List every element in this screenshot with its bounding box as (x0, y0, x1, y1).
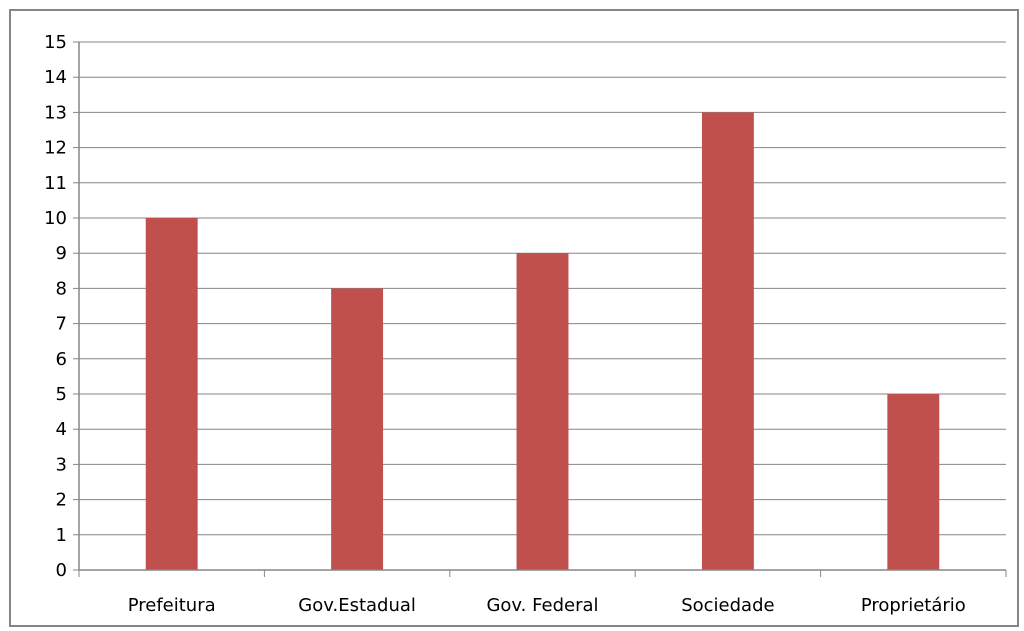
y-tick-label: 13 (44, 102, 67, 123)
y-tick-label: 3 (56, 454, 67, 475)
y-tick-label: 6 (56, 349, 67, 370)
y-tick-label: 11 (44, 173, 67, 194)
bar-gov-estadual (331, 288, 384, 570)
x-tick-label: Gov.Estadual (298, 595, 416, 616)
bar-prefeitura (145, 218, 198, 570)
y-tick-label: 7 (56, 314, 67, 335)
y-tick-label: 10 (44, 208, 67, 229)
bars (145, 112, 940, 571)
bar-propriet-rio (887, 394, 940, 570)
y-tick-label: 4 (56, 419, 67, 440)
y-tick-label: 12 (44, 138, 67, 159)
y-tick-label: 0 (56, 560, 67, 581)
y-tick-label: 15 (44, 32, 67, 53)
y-tick-label: 14 (44, 67, 67, 88)
x-axis-ticks: Prefeitura Gov.Estadual Gov. Federal Socied… (78, 570, 1007, 616)
y-tick-label: 2 (56, 490, 67, 511)
x-tick-label: Prefeitura (128, 595, 216, 616)
x-tick-label: Proprietário (861, 595, 966, 616)
y-tick-label: 9 (56, 243, 67, 264)
bar-gov-federal (516, 253, 569, 570)
x-tick-label: Sociedade (681, 595, 774, 616)
y-tick-label: 8 (56, 278, 67, 299)
axes (78, 42, 1006, 571)
bar-sociedade (701, 112, 754, 571)
x-tick-label: Gov. Federal (486, 595, 598, 616)
y-tick-label: 1 (56, 525, 67, 546)
y-tick-label: 5 (56, 384, 67, 405)
